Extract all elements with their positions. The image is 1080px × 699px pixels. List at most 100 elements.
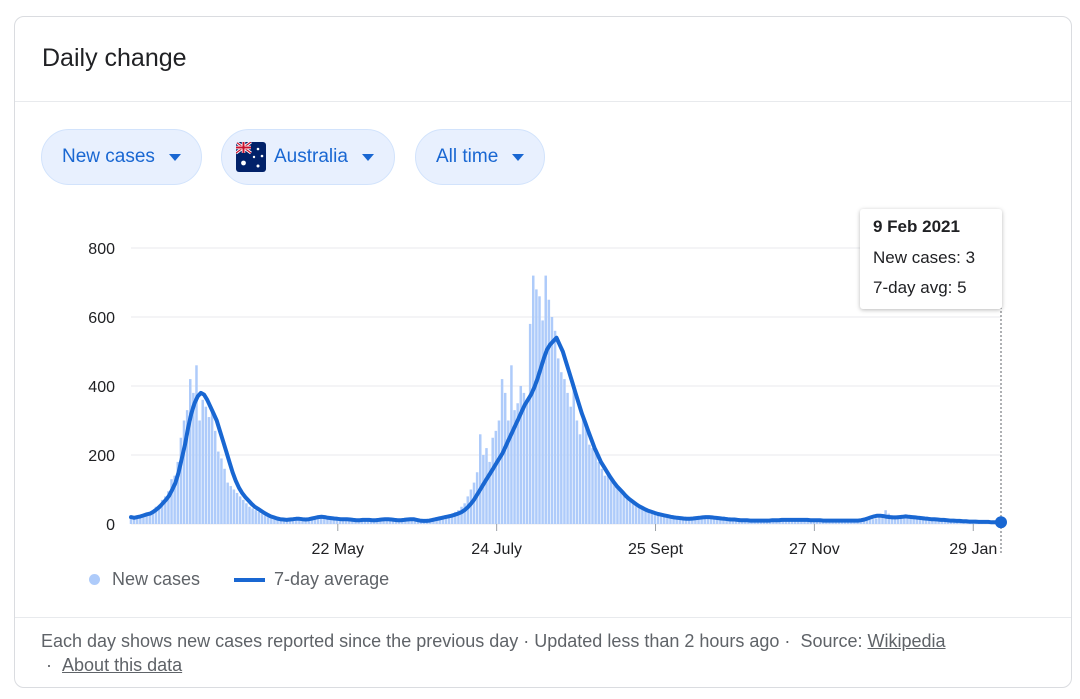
bar-new-cases <box>722 518 725 524</box>
bar-new-cases <box>775 520 778 524</box>
bar-new-cases <box>494 430 498 524</box>
chevron-down-icon <box>361 153 374 161</box>
legend-line-label: 7-day average <box>274 569 390 589</box>
bar-new-cases <box>185 410 189 524</box>
y-tick-label: 800 <box>88 241 115 258</box>
y-tick-label: 600 <box>88 310 115 327</box>
bar-new-cases <box>319 517 323 524</box>
about-data-link[interactable]: About this data <box>62 655 183 675</box>
bar-new-cases <box>201 399 204 524</box>
bar-new-cases <box>550 317 554 524</box>
bar-new-cases <box>223 468 226 524</box>
bar-new-cases <box>638 505 641 524</box>
time-range-dropdown[interactable]: All time <box>415 129 546 185</box>
bar-new-cases <box>410 520 413 524</box>
australia-flag-icon <box>236 142 266 172</box>
bar-new-cases <box>940 519 943 524</box>
bar-new-cases <box>513 410 516 524</box>
bar-new-cases <box>366 520 370 524</box>
bar-new-cases <box>416 521 420 524</box>
bar-new-cases <box>625 494 629 524</box>
tooltip-new-cases: New cases: 3 <box>873 248 976 267</box>
bar-new-cases <box>323 517 326 524</box>
bar-new-cases <box>142 514 145 524</box>
bar-new-cases <box>912 515 915 524</box>
bar-new-cases <box>522 392 526 524</box>
bar-new-cases <box>226 482 229 524</box>
bar-new-cases <box>644 508 647 524</box>
bar-new-cases <box>528 323 532 524</box>
bar-new-cases <box>613 482 616 524</box>
daily-change-card: Daily change New cases Australia All tim… <box>14 16 1072 688</box>
bar-new-cases <box>148 511 151 524</box>
bar-new-cases <box>603 475 607 524</box>
tooltip-average: 7-day avg: 5 <box>873 278 967 297</box>
bar-new-cases <box>656 512 660 524</box>
bar-new-cases <box>628 499 632 524</box>
bar-new-cases <box>232 489 236 524</box>
bar-new-cases <box>316 515 320 524</box>
bar-new-cases <box>581 417 585 524</box>
bar-new-cases <box>560 372 563 524</box>
bar-new-cases <box>189 379 192 524</box>
bar-new-cases <box>195 365 198 524</box>
bar-new-cases <box>450 513 454 524</box>
bar-new-cases <box>460 506 463 524</box>
bar-new-cases <box>943 520 947 524</box>
bar-new-cases <box>759 521 763 524</box>
bar-new-cases <box>793 519 797 524</box>
bar-new-cases <box>485 448 488 524</box>
bar-new-cases <box>903 518 906 524</box>
bar-new-cases <box>263 515 267 524</box>
bar-new-cases <box>326 518 329 524</box>
bar-new-cases <box>207 417 211 524</box>
bar-new-cases <box>503 392 507 524</box>
bar-new-cases <box>238 496 242 524</box>
bar-new-cases <box>662 515 666 524</box>
bar-new-cases <box>507 420 510 524</box>
bar-new-cases <box>182 420 186 524</box>
bar-new-cases <box>217 451 220 524</box>
bar-new-cases <box>454 511 457 524</box>
bar-new-cases <box>220 458 223 524</box>
bar-new-cases <box>650 510 653 524</box>
bar-new-cases <box>210 410 214 524</box>
bar-new-cases <box>725 519 728 524</box>
bar-new-cases <box>918 517 922 524</box>
region-dropdown[interactable]: Australia <box>221 129 395 185</box>
bar-new-cases <box>282 519 286 524</box>
bar-new-cases <box>890 515 894 524</box>
metric-dropdown[interactable]: New cases <box>41 129 202 185</box>
bar-new-cases <box>173 475 176 524</box>
bar-new-cases <box>157 504 161 524</box>
bar-new-cases <box>737 520 741 524</box>
cases-chart[interactable]: 0 200 400 600 800 22 May 24 July 25 Sept 27 Nov 2… <box>15 17 1071 577</box>
wikipedia-link[interactable]: Wikipedia <box>867 631 946 651</box>
bar-new-cases <box>388 520 392 524</box>
bar-new-cases <box>641 506 644 524</box>
bar-new-cases <box>868 519 872 524</box>
header-divider <box>15 101 1071 102</box>
bar-new-cases <box>541 320 544 524</box>
footer-separator: · <box>46 655 53 675</box>
bar-new-cases <box>553 330 557 524</box>
bar-new-cases <box>338 519 342 524</box>
bar-new-cases <box>694 518 697 524</box>
bar-new-cases <box>538 296 541 524</box>
bar-new-cases <box>129 517 133 524</box>
bar-new-cases <box>669 516 672 524</box>
bar-new-cases <box>600 468 604 524</box>
bar-new-cases <box>413 521 417 524</box>
bar-new-cases <box>575 420 579 524</box>
x-tick-label: 25 Sept <box>628 541 684 558</box>
bar-new-cases <box>407 519 410 524</box>
bar-new-cases <box>881 517 884 524</box>
bar-new-cases <box>535 289 538 524</box>
bar-new-cases <box>678 518 682 524</box>
bar-new-cases <box>192 392 195 524</box>
bar-new-cases <box>591 448 594 524</box>
bar-new-cases <box>878 517 881 524</box>
bar-new-cases <box>335 519 339 524</box>
bar-new-cases <box>447 514 451 524</box>
x-tick-label: 27 Nov <box>789 541 840 558</box>
